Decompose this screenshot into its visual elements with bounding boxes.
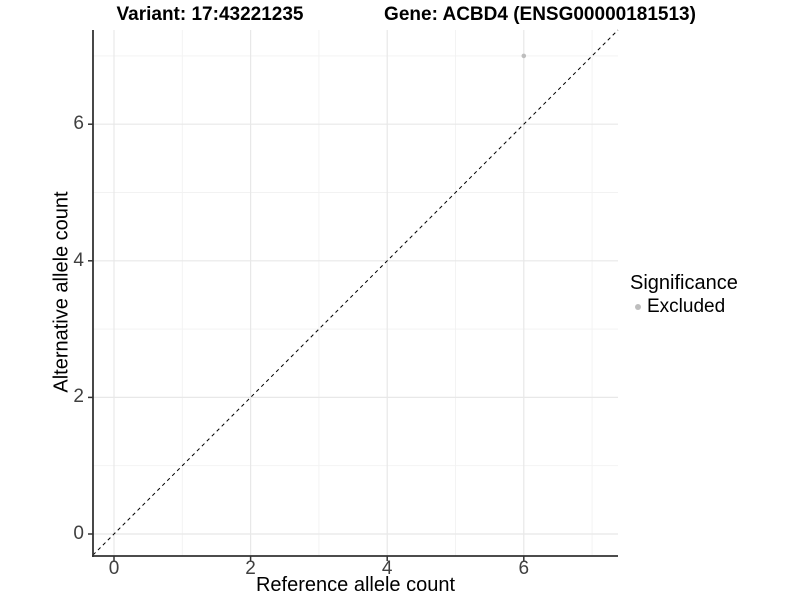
x-axis-title: Reference allele count bbox=[255, 574, 455, 596]
y-tick-label: 0 bbox=[73, 523, 84, 544]
legend-entry-label: Excluded bbox=[647, 296, 726, 317]
data-point bbox=[521, 53, 527, 59]
y-axis-title: Alternative allele count bbox=[50, 191, 73, 393]
y-tick-label: 4 bbox=[73, 249, 84, 271]
identity-line bbox=[92, 29, 619, 556]
y-tick-label: 2 bbox=[73, 386, 84, 408]
dot-icon bbox=[635, 304, 641, 310]
x-tick-label: 4 bbox=[381, 558, 393, 579]
x-tick-label: 2 bbox=[245, 558, 256, 579]
legend-entry-excluded: Excluded bbox=[630, 296, 738, 318]
plot-title-variant: Variant: 17:43221235 bbox=[116, 4, 304, 25]
x-tick-label: 0 bbox=[108, 558, 120, 579]
y-tick-label: 6 bbox=[73, 113, 84, 135]
plot-title-gene: Gene: ACBD4 (ENSG00000181513) bbox=[384, 4, 696, 25]
legend-title: Significance bbox=[630, 272, 738, 294]
legend: Significance Excluded bbox=[630, 271, 738, 318]
x-tick-label: 6 bbox=[518, 558, 530, 579]
